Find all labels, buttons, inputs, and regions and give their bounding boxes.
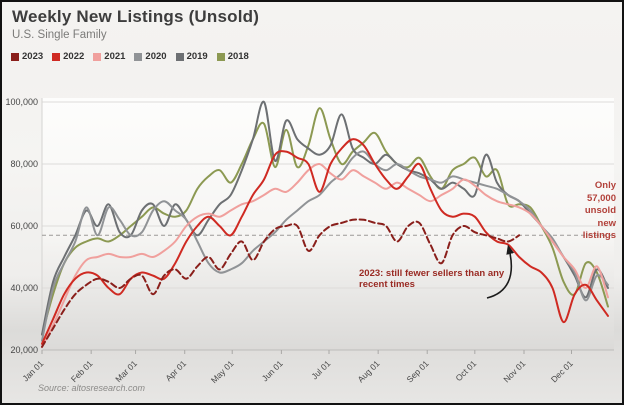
- legend-item-2020: 2020: [134, 51, 167, 62]
- x-axis-label: Nov 01: [501, 358, 527, 384]
- x-axis-label: Aug 01: [355, 358, 381, 384]
- x-axis-label: Jun 01: [260, 358, 285, 383]
- chart-legend: 2023 2022 2021 2020 2019 2018: [11, 51, 249, 62]
- legend-item-2021: 2021: [93, 51, 125, 62]
- legend-label: 2020: [145, 51, 167, 62]
- legend-swatch-2020: [134, 52, 143, 61]
- x-axis-label: May 01: [209, 358, 236, 385]
- y-axis-label: 40,000: [10, 283, 38, 293]
- legend-swatch-2022: [52, 52, 61, 61]
- x-axis-label: Sep 01: [404, 358, 430, 384]
- legend-swatch-2021: [93, 52, 102, 61]
- annotation-line: listings: [582, 230, 616, 241]
- x-axis-label: Jul 01: [309, 358, 332, 381]
- legend-item-2022: 2022: [52, 51, 84, 62]
- x-axis-label: Oct 01: [453, 358, 478, 383]
- annotation-arrow: [486, 244, 515, 299]
- annotation-line: Only: [594, 180, 616, 191]
- annotation-line: unsold: [584, 205, 616, 216]
- series-line-2021: [41, 162, 609, 348]
- series-line-2020: [41, 150, 609, 342]
- y-axis-label: 60,000: [10, 221, 38, 231]
- x-axis-label: Jan 01: [20, 358, 45, 383]
- legend-label: 2019: [186, 51, 208, 62]
- x-axis-label: Mar 01: [113, 358, 139, 384]
- legend-label: 2021: [104, 51, 126, 62]
- annotation-57000-listings: Only 57,000 unsold new listings: [564, 180, 616, 243]
- x-axis-label: Feb 01: [69, 358, 95, 384]
- legend-swatch-2018: [216, 52, 225, 61]
- legend-item-2018: 2018: [216, 51, 249, 62]
- x-axis-label: Apr 01: [163, 358, 188, 383]
- legend-label: 2018: [227, 51, 249, 62]
- annotation-line: new: [597, 217, 616, 229]
- annotation-2023-fewer-sellers: 2023: still fewer sellers than any recen…: [359, 268, 505, 290]
- legend-label: 2022: [63, 51, 85, 62]
- plot-area: [42, 98, 614, 350]
- series-line-2023: [41, 218, 521, 348]
- legend-swatch-2019: [175, 52, 184, 61]
- legend-swatch-2023: [11, 52, 19, 61]
- y-axis-label: 80,000: [10, 159, 38, 169]
- legend-item-2023: 2023: [11, 51, 43, 62]
- legend-label: 2023: [22, 51, 44, 62]
- source-credit: Source: altosresearch.com: [38, 383, 146, 393]
- y-axis-label: 100,000: [5, 97, 38, 107]
- x-axis-label: Dec 01: [549, 358, 575, 384]
- chart-subtitle: U.S. Single Family: [12, 29, 107, 41]
- annotation-line: 57,000: [586, 192, 616, 204]
- page-title: Weekly New Listings (Unsold): [12, 7, 260, 26]
- legend-item-2019: 2019: [175, 51, 208, 62]
- y-axis-label: 20,000: [10, 345, 38, 355]
